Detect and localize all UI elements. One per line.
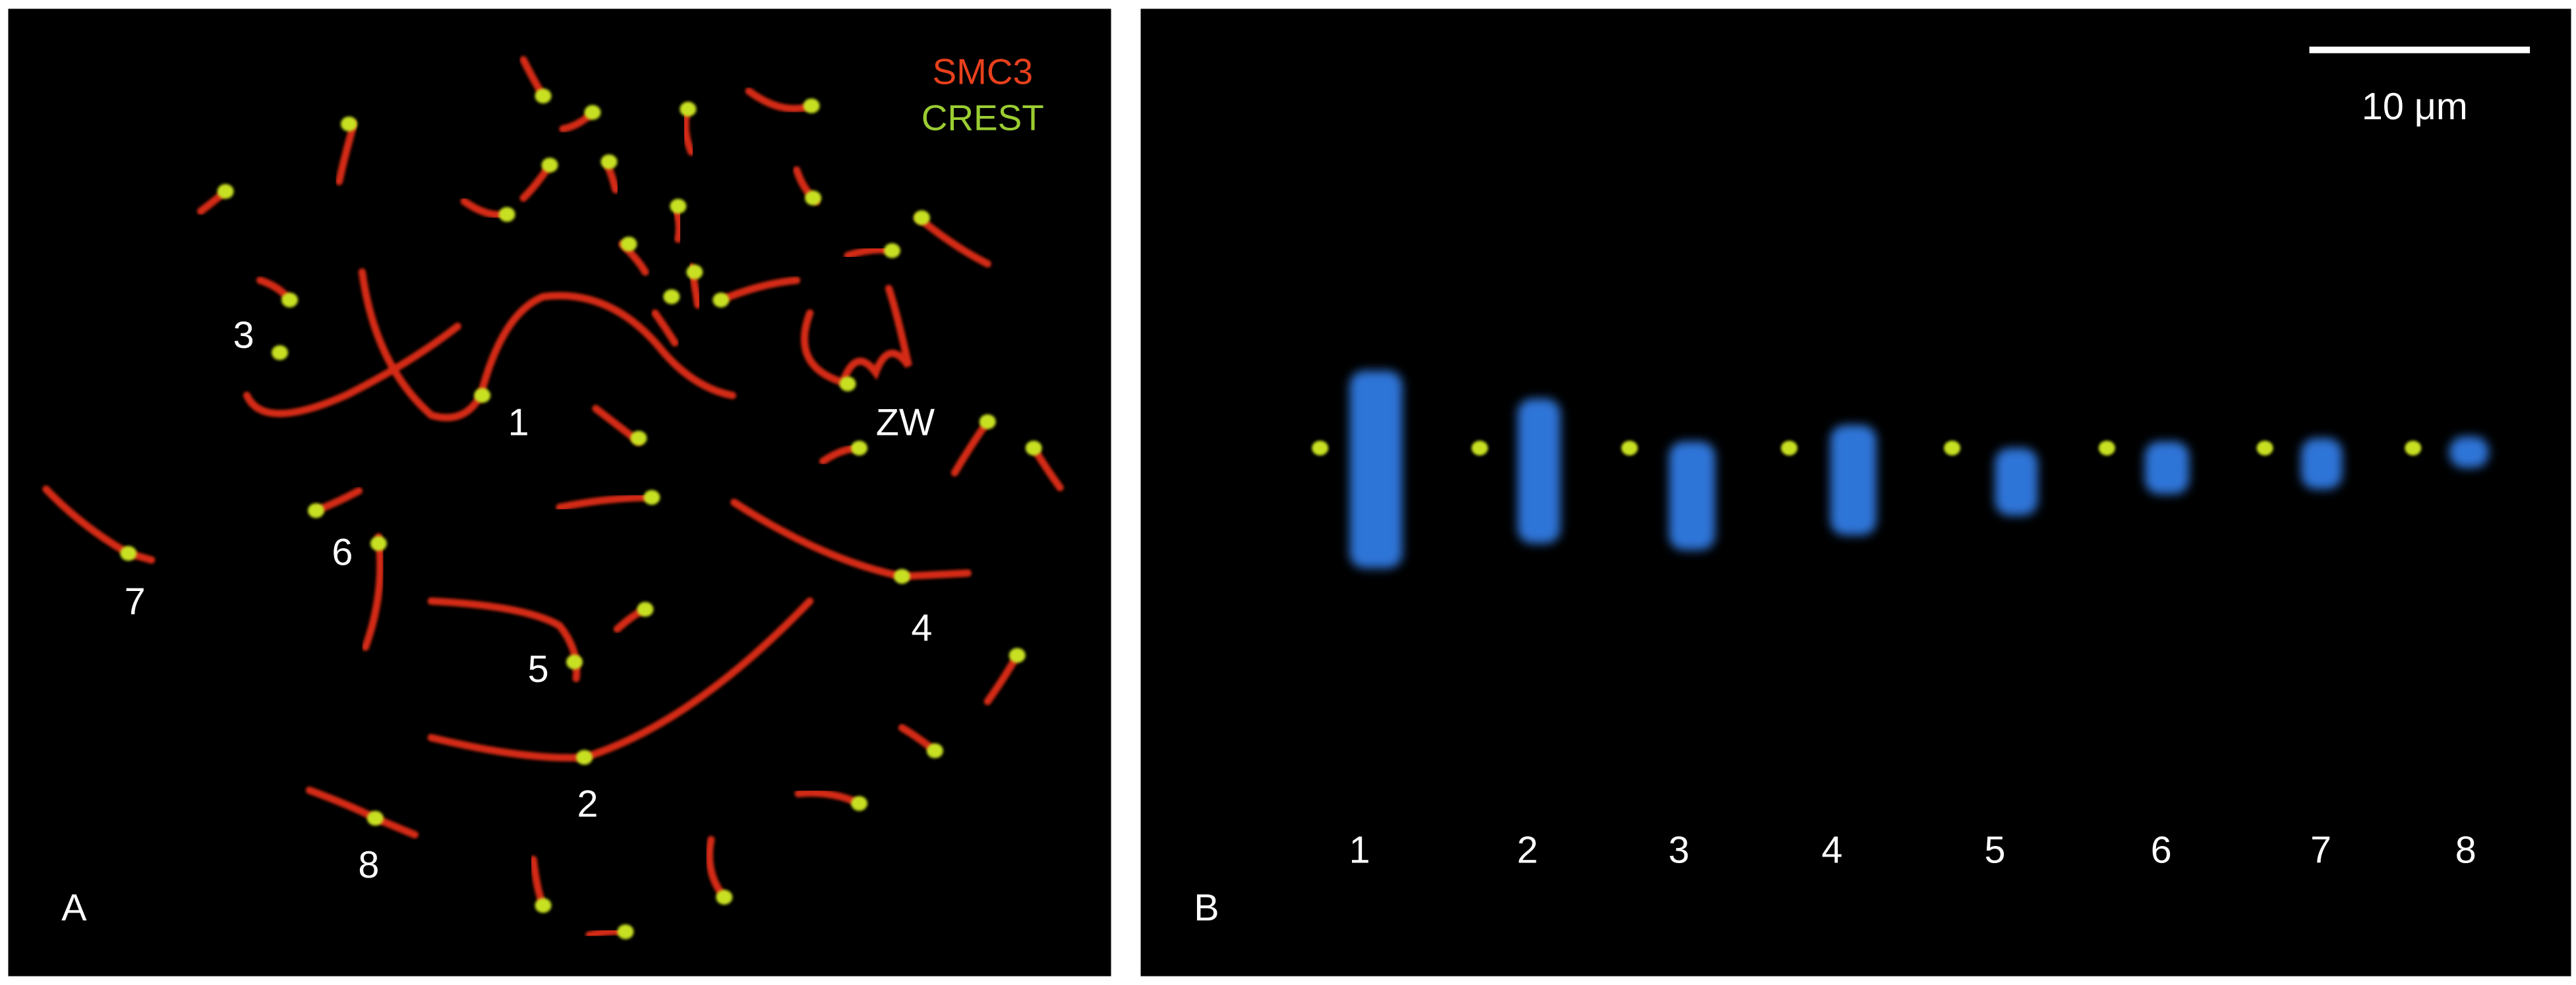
panel-b-chromosomes [1312, 210, 2489, 791]
centromere [617, 924, 634, 940]
centromere [584, 105, 601, 120]
centromere [803, 98, 820, 113]
centromere [272, 345, 288, 360]
chromosome-dapi [2300, 438, 2343, 490]
chromosome-label: 5 [528, 648, 549, 690]
chromosome-label: 6 [332, 532, 353, 574]
centromere [217, 184, 234, 199]
chromosome-dapi [2144, 441, 2190, 494]
chromosome-label: 2 [1517, 830, 1538, 872]
chromosome [717, 276, 801, 304]
chromosome-label: 2 [577, 783, 599, 826]
centromere [366, 810, 384, 826]
chromosome [358, 268, 736, 422]
chromosome-dapi [1995, 448, 2038, 516]
chromosome-dapi [1830, 425, 1877, 536]
centromere [2405, 440, 2422, 456]
centromere [913, 210, 930, 225]
chromosome-label: 4 [911, 607, 932, 649]
centromere [1471, 440, 1488, 456]
centromere [1621, 440, 1638, 456]
centromere [1025, 440, 1042, 456]
chromosome [914, 213, 991, 268]
centromere [643, 490, 660, 505]
chromosome [427, 597, 814, 762]
centromere [663, 289, 680, 304]
centromere [713, 293, 730, 308]
centromere [498, 207, 515, 222]
chromosome-label: 1 [1349, 830, 1370, 872]
centromere [979, 414, 996, 430]
panel-label: B [1194, 887, 1219, 929]
centromere [2098, 440, 2115, 456]
centromere [893, 569, 910, 584]
centromere [307, 503, 324, 519]
centromere [620, 237, 637, 252]
legend-crest: CREST [922, 98, 1044, 138]
chromosome-label: 6 [2151, 830, 2172, 872]
panel-label: A [61, 887, 87, 929]
centromere [120, 546, 137, 561]
chromosome-label: 3 [233, 314, 254, 356]
centromere [680, 101, 697, 117]
centromere [340, 116, 357, 132]
centromere [600, 154, 618, 169]
legend-smc3: SMC3 [932, 51, 1033, 92]
panel-a [8, 9, 1111, 976]
centromere [281, 293, 298, 308]
chromosome [730, 498, 972, 580]
centromere [2256, 440, 2273, 456]
chromosome-label: 4 [1821, 830, 1842, 872]
chromosome-label: ZW [876, 401, 935, 443]
centromere [474, 387, 491, 403]
centromere [851, 796, 867, 811]
chromosome-label: 5 [1985, 830, 2006, 872]
chromosome [243, 322, 461, 418]
centromere [1944, 440, 1961, 456]
chromosome-label: 8 [358, 844, 379, 886]
centromere [541, 157, 558, 173]
chromosome [800, 285, 912, 387]
centromere [575, 750, 593, 765]
chromosome-label: 7 [2310, 830, 2331, 872]
centromere [1780, 440, 1798, 456]
centromere [883, 243, 900, 258]
centromere [670, 198, 687, 214]
centromere [630, 430, 647, 446]
centromere [535, 88, 552, 103]
chromosome-label: 7 [125, 580, 146, 623]
centromere [535, 898, 552, 913]
chromosome-label: 3 [1668, 830, 1689, 872]
chromosome-dapi [1349, 370, 1403, 569]
centromere [370, 536, 387, 551]
chromosome [556, 493, 656, 511]
centromere [637, 602, 654, 617]
chromosome-label: 8 [2455, 830, 2476, 872]
chromosome-dapi [1517, 399, 1561, 544]
chromosome [651, 309, 679, 347]
centromere [686, 264, 703, 280]
centromere [839, 376, 856, 391]
centromere [1312, 440, 1329, 456]
centromere [1009, 648, 1026, 663]
chromosome-dapi [2449, 436, 2489, 468]
centromere [716, 889, 733, 905]
centromere [805, 190, 822, 206]
centromere [851, 440, 867, 456]
centromere [566, 654, 583, 669]
panel-a-chromosomes [42, 56, 1064, 940]
chromosome-label: 1 [508, 401, 529, 443]
chromosome-dapi [1669, 441, 1716, 550]
centromere [926, 743, 943, 758]
scale-bar-label: 10 μm [2362, 86, 2468, 128]
